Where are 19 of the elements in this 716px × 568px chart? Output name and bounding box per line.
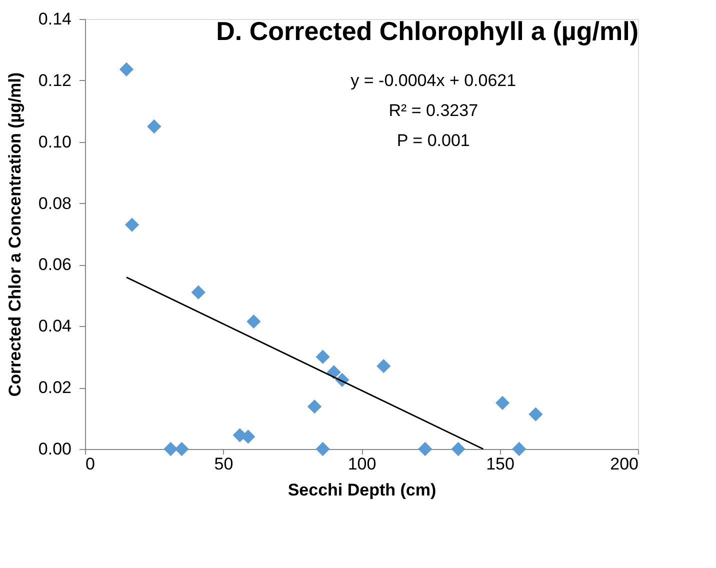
chart-title: D. Corrected Chlorophyll a (µg/ml) [216,16,638,46]
x-tick-label: 50 [214,454,234,474]
y-tick-label: 0.08 [38,194,72,213]
annotation: P = 0.001 [396,131,470,150]
y-tick-label: 0.12 [38,70,72,90]
annotation: y = -0.0004x + 0.0621 [350,71,516,90]
x-tick-label: 100 [348,454,376,474]
y-tick-label: 0.04 [38,316,72,336]
y-tick-label: 0.00 [38,440,72,458]
x-tick-label: 200 [610,454,638,474]
y-axis-title: Corrected Chlor a Concentration (µg/ml) [5,72,24,397]
y-tick-label: 0.02 [38,378,72,398]
y-tick-label: 0.10 [38,132,72,152]
x-tick-label: 0 [86,454,95,474]
x-tick-label: 150 [486,454,514,474]
annotation: R² = 0.3237 [388,101,478,120]
x-axis-title: Secchi Depth (cm) [288,480,436,500]
y-tick-label: 0.06 [38,255,72,274]
y-tick-label: 0.14 [38,10,72,28]
